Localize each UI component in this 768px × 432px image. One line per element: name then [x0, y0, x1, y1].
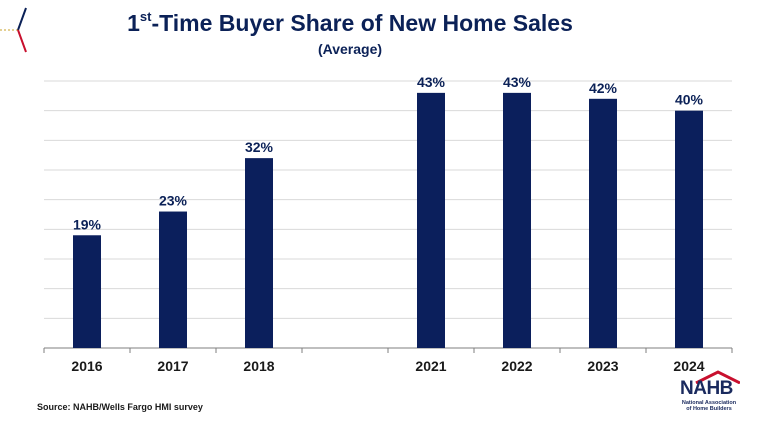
- bar-chart: 19% 2016 23% 2017 32% 2018 43% 2021 43% 2022 42% 20…: [43, 74, 733, 374]
- x-tick-label-2023: 2023: [587, 358, 618, 374]
- nahb-logo: NAHB National Association of Home Builder…: [676, 370, 740, 420]
- x-tick-label-2022: 2022: [501, 358, 532, 374]
- bar-2018: [245, 158, 273, 348]
- x-tick-label-2021: 2021: [415, 358, 446, 374]
- data-label-2018: 32%: [245, 139, 274, 155]
- x-tick-label-2016: 2016: [71, 358, 102, 374]
- x-tick-label-2018: 2018: [243, 358, 274, 374]
- bar-2016: [73, 235, 101, 348]
- bar-2024: [675, 110, 703, 349]
- bar-2022: [503, 92, 531, 348]
- data-label-2023: 42%: [589, 80, 618, 96]
- data-label-2022: 43%: [503, 74, 532, 90]
- chart-subtitle: (Average): [317, 41, 383, 57]
- x-tick-label-2017: 2017: [157, 358, 188, 374]
- logo-wordmark: NAHB: [680, 378, 733, 399]
- chart-title: 1st-Time Buyer Share of New Home Sales: [127, 9, 573, 36]
- bar-2017: [159, 211, 187, 348]
- corner-decoration: [0, 7, 27, 53]
- source-note: Source: NAHB/Wells Fargo HMI survey: [37, 402, 203, 412]
- data-label-2017: 23%: [159, 193, 188, 209]
- logo-tagline: National Association of Home Builders: [681, 400, 737, 412]
- x-tick-label-2024: 2024: [673, 358, 704, 374]
- data-label-2024: 40%: [675, 92, 704, 108]
- data-label-2021: 43%: [417, 74, 446, 90]
- roof-icon: [695, 370, 740, 384]
- data-label-2016: 19%: [73, 216, 102, 232]
- bar-2023: [589, 98, 617, 348]
- bar-2021: [417, 92, 445, 348]
